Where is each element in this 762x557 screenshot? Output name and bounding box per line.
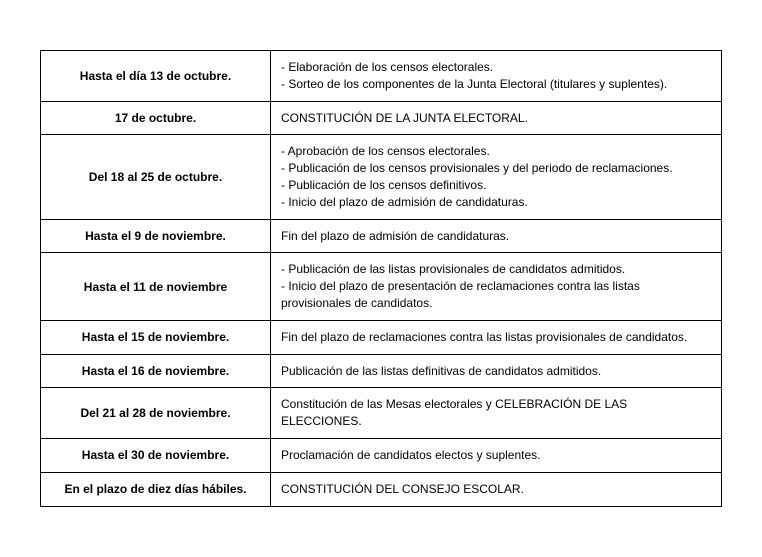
- date-cell: Hasta el 16 de noviembre.: [41, 354, 271, 388]
- table-row: Del 21 al 28 de noviembre. Constitución d…: [41, 388, 722, 439]
- table-row: Hasta el 15 de noviembre. Fin del plazo d…: [41, 320, 722, 354]
- description-cell: CONSTITUCIÓN DEL CONSEJO ESCOLAR.: [271, 472, 722, 506]
- date-cell: Del 21 al 28 de noviembre.: [41, 388, 271, 439]
- description-cell: - Elaboración de los censos electorales.…: [271, 51, 722, 102]
- description-cell: Proclamación de candidatos electos y sup…: [271, 438, 722, 472]
- description-line: Fin del plazo de admisión de candidatura…: [281, 228, 711, 245]
- description-line: - Inicio del plazo de admisión de candid…: [281, 194, 711, 211]
- description-line: Constitución de las Mesas electorales y …: [281, 396, 711, 430]
- description-line: - Publicación de los censos provisionale…: [281, 160, 711, 177]
- description-cell: Publicación de las listas definitivas de…: [271, 354, 722, 388]
- date-cell: 17 de octubre.: [41, 101, 271, 135]
- date-cell: Hasta el 15 de noviembre.: [41, 320, 271, 354]
- description-cell: - Publicación de las listas provisionale…: [271, 253, 722, 320]
- table-row: Hasta el 11 de noviembre - Publicación de…: [41, 253, 722, 320]
- description-cell: Fin del plazo de reclamaciones contra la…: [271, 320, 722, 354]
- description-line: - Elaboración de los censos electorales.: [281, 59, 711, 76]
- description-line: Proclamación de candidatos electos y sup…: [281, 447, 711, 464]
- description-line: - Publicación de las listas provisionale…: [281, 261, 711, 278]
- description-cell: CONSTITUCIÓN DE LA JUNTA ELECTORAL.: [271, 101, 722, 135]
- description-line: Fin del plazo de reclamaciones contra la…: [281, 329, 711, 346]
- description-cell: Fin del plazo de admisión de candidatura…: [271, 219, 722, 253]
- date-cell: En el plazo de diez días hábiles.: [41, 472, 271, 506]
- table-row: 17 de octubre. CONSTITUCIÓN DE LA JUNTA E…: [41, 101, 722, 135]
- date-cell: Hasta el día 13 de octubre.: [41, 51, 271, 102]
- date-cell: Hasta el 11 de noviembre: [41, 253, 271, 320]
- schedule-table: Hasta el día 13 de octubre.- Elaboración…: [40, 50, 722, 507]
- schedule-body: Hasta el día 13 de octubre.- Elaboración…: [41, 51, 722, 507]
- description-line: Publicación de las listas definitivas de…: [281, 363, 711, 380]
- description-cell: - Aprobación de los censos electorales.-…: [271, 135, 722, 219]
- description-line: CONSTITUCIÓN DEL CONSEJO ESCOLAR.: [281, 481, 711, 498]
- description-line: - Sorteo de los componentes de la Junta …: [281, 76, 711, 93]
- date-cell: Hasta el 9 de noviembre.: [41, 219, 271, 253]
- description-line: CONSTITUCIÓN DE LA JUNTA ELECTORAL.: [281, 110, 711, 127]
- table-row: Hasta el día 13 de octubre.- Elaboración…: [41, 51, 722, 102]
- table-row: En el plazo de diez días hábiles. CONSTIT…: [41, 472, 722, 506]
- table-row: Hasta el 9 de noviembre. Fin del plazo de…: [41, 219, 722, 253]
- date-cell: Del 18 al 25 de octubre.: [41, 135, 271, 219]
- table-row: Del 18 al 25 de octubre.- Aprobación de …: [41, 135, 722, 219]
- description-line: - Aprobación de los censos electorales.: [281, 143, 711, 160]
- date-cell: Hasta el 30 de noviembre.: [41, 438, 271, 472]
- table-row: Hasta el 16 de noviembre. Publicación de …: [41, 354, 722, 388]
- description-line: - Inicio del plazo de presentación de re…: [281, 278, 711, 312]
- description-cell: Constitución de las Mesas electorales y …: [271, 388, 722, 439]
- table-row: Hasta el 30 de noviembre. Proclamación de…: [41, 438, 722, 472]
- description-line: - Publicación de los censos definitivos.: [281, 177, 711, 194]
